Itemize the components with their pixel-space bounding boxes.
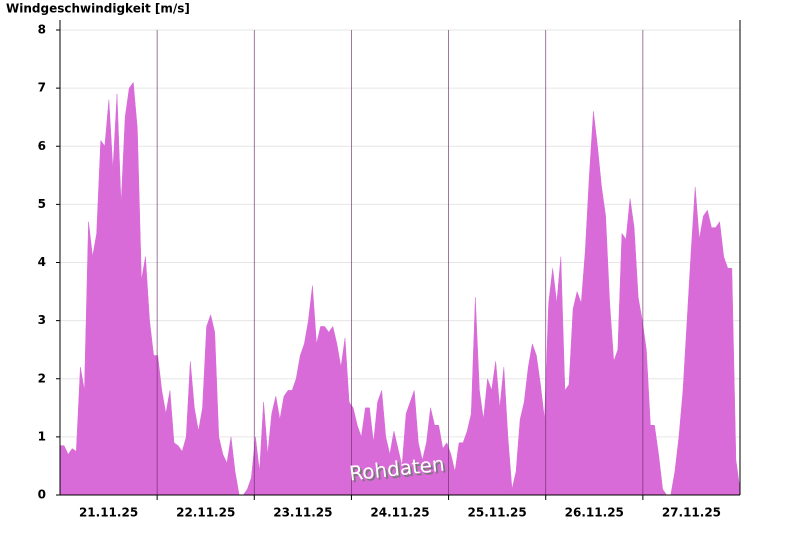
x-tick-label: 24.11.25 bbox=[370, 506, 429, 520]
y-tick-label: 1 bbox=[38, 429, 46, 443]
x-tick-label: 27.11.25 bbox=[662, 506, 721, 520]
y-axis-label: Windgeschwindigkeit [m/s] bbox=[6, 2, 190, 16]
x-tick-label: 25.11.25 bbox=[468, 506, 527, 520]
area bbox=[59, 81, 741, 496]
y-tick-label: 5 bbox=[38, 197, 46, 211]
y-tick-label: 2 bbox=[38, 371, 46, 385]
y-tick-label: 3 bbox=[38, 313, 46, 327]
x-tick-label: 23.11.25 bbox=[273, 506, 332, 520]
y-tick-label: 0 bbox=[38, 488, 46, 502]
y-tick-label: 8 bbox=[38, 23, 46, 37]
x-tick-label: 22.11.25 bbox=[176, 506, 235, 520]
x-tick-label: 26.11.25 bbox=[565, 506, 624, 520]
y-tick-label: 6 bbox=[38, 139, 46, 153]
y-tick-label: 7 bbox=[38, 81, 46, 95]
y-tick-label: 4 bbox=[38, 255, 46, 269]
x-tick-label: 21.11.25 bbox=[79, 506, 138, 520]
